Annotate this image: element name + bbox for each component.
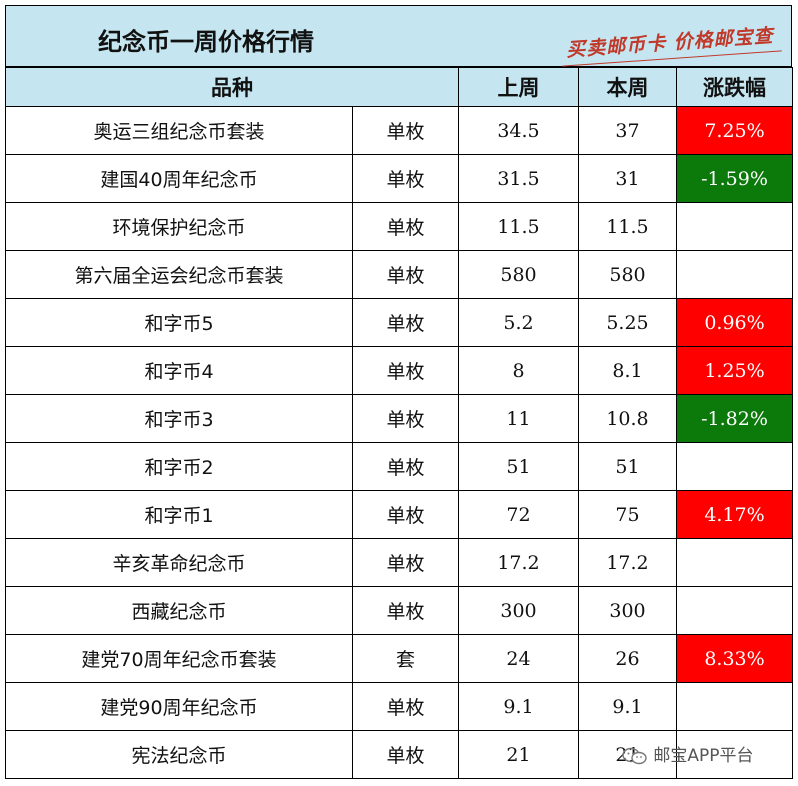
last-week-price: 24 [458,634,579,683]
this-week-price: 11.5 [578,202,677,251]
coin-name: 和字币4 [5,346,353,395]
coin-unit: 单枚 [352,394,459,443]
coin-name: 建国40周年纪念币 [5,154,353,203]
this-week-price: 37 [578,106,677,155]
coin-unit: 单枚 [352,538,459,587]
page-title: 纪念币一周价格行情 [98,28,314,56]
coin-unit: 单枚 [352,490,459,539]
last-week-price: 51 [458,442,579,491]
price-table: 品种 上周 本周 涨跌幅 奥运三组纪念币套装 单枚 34.5 37 7.25% 建国40… [5,67,793,779]
coin-unit: 单枚 [352,586,459,635]
this-week-price: 51 [578,442,677,491]
last-week-price: 17.2 [458,538,579,587]
last-week-price: 580 [458,250,579,299]
watermark-text: 邮宝APP平台 [653,746,754,766]
this-week-price: 10.8 [578,394,677,443]
this-week-price: 31 [578,154,677,203]
coin-name: 和字币5 [5,298,353,347]
last-week-price: 11.5 [458,202,579,251]
coin-unit: 单枚 [352,154,459,203]
change-cell: 1.25% [676,346,793,395]
coin-unit: 单枚 [352,298,459,347]
last-week-price: 5.2 [458,298,579,347]
coin-unit: 单枚 [352,346,459,395]
header-this-week: 本周 [578,67,677,107]
header-change: 涨跌幅 [676,67,793,107]
coin-name: 和字币2 [5,442,353,491]
table-row: 和字币2 单枚 51 51 [5,442,793,491]
this-week-price: 9.1 [578,682,677,731]
table-row: 建党90周年纪念币 单枚 9.1 9.1 [5,682,793,731]
table-row: 和字币3 单枚 11 10.8 -1.82% [5,394,793,443]
coin-unit: 单枚 [352,682,459,731]
header-row: 品种 上周 本周 涨跌幅 [5,67,793,107]
change-cell: 0.96% [676,298,793,347]
change-cell: 4.17% [676,490,793,539]
coin-name: 建党90周年纪念币 [5,682,353,731]
last-week-price: 72 [458,490,579,539]
wechat-icon [622,747,648,765]
this-week-price: 17.2 [578,538,677,587]
coin-unit: 单枚 [352,106,459,155]
this-week-price: 580 [578,250,677,299]
slogan-text: 买卖邮币卡 价格邮宝查 [565,24,775,62]
price-sheet: 纪念币一周价格行情 买卖邮币卡 价格邮宝查 品种 上周 本周 涨跌幅 奥运三组纪… [5,5,793,779]
coin-name: 西藏纪念币 [5,586,353,635]
change-cell: -1.82% [676,394,793,443]
coin-name: 和字币1 [5,490,353,539]
table-row: 和字币4 单枚 8 8.1 1.25% [5,346,793,395]
coin-unit: 单枚 [352,202,459,251]
change-cell [676,202,793,251]
coin-name: 奥运三组纪念币套装 [5,106,353,155]
last-week-price: 11 [458,394,579,443]
watermark: 邮宝APP平台 [622,741,754,766]
change-cell [676,442,793,491]
table-row: 西藏纪念币 单枚 300 300 [5,586,793,635]
table-row: 建国40周年纪念币 单枚 31.5 31 -1.59% [5,154,793,203]
this-week-price: 5.25 [578,298,677,347]
coin-name: 和字币3 [5,394,353,443]
change-cell [676,682,793,731]
change-cell: -1.59% [676,154,793,203]
coin-name: 宪法纪念币 [5,730,353,779]
table-row: 第六届全运会纪念币套装 单枚 580 580 [5,250,793,299]
table-row: 宪法纪念币 单枚 21 21 [5,730,793,779]
title-bar: 纪念币一周价格行情 买卖邮币卡 价格邮宝查 [5,5,792,67]
coin-unit: 单枚 [352,250,459,299]
this-week-price: 75 [578,490,677,539]
coin-unit: 套 [352,634,459,683]
last-week-price: 31.5 [458,154,579,203]
last-week-price: 300 [458,586,579,635]
change-cell [676,586,793,635]
coin-name: 辛亥革命纪念币 [5,538,353,587]
last-week-price: 8 [458,346,579,395]
change-cell: 7.25% [676,106,793,155]
coin-unit: 单枚 [352,730,459,779]
table-row: 和字币1 单枚 72 75 4.17% [5,490,793,539]
last-week-price: 34.5 [458,106,579,155]
header-variety: 品种 [5,67,459,107]
table-row: 环境保护纪念币 单枚 11.5 11.5 [5,202,793,251]
last-week-price: 21 [458,730,579,779]
last-week-price: 9.1 [458,682,579,731]
change-cell [676,538,793,587]
table-row: 奥运三组纪念币套装 单枚 34.5 37 7.25% [5,106,793,155]
this-week-price: 26 [578,634,677,683]
change-cell [676,250,793,299]
coin-name: 建党70周年纪念币套装 [5,634,353,683]
coin-name: 第六届全运会纪念币套装 [5,250,353,299]
table-row: 和字币5 单枚 5.2 5.25 0.96% [5,298,793,347]
coin-unit: 单枚 [352,442,459,491]
table-row: 建党70周年纪念币套装套 24 26 8.33% [5,634,793,683]
coin-name: 环境保护纪念币 [5,202,353,251]
this-week-price: 300 [578,586,677,635]
change-cell [676,730,793,779]
table-row: 辛亥革命纪念币 单枚 17.2 17.2 [5,538,793,587]
change-cell: 8.33% [676,634,793,683]
this-week-price: 8.1 [578,346,677,395]
header-last-week: 上周 [458,67,579,107]
